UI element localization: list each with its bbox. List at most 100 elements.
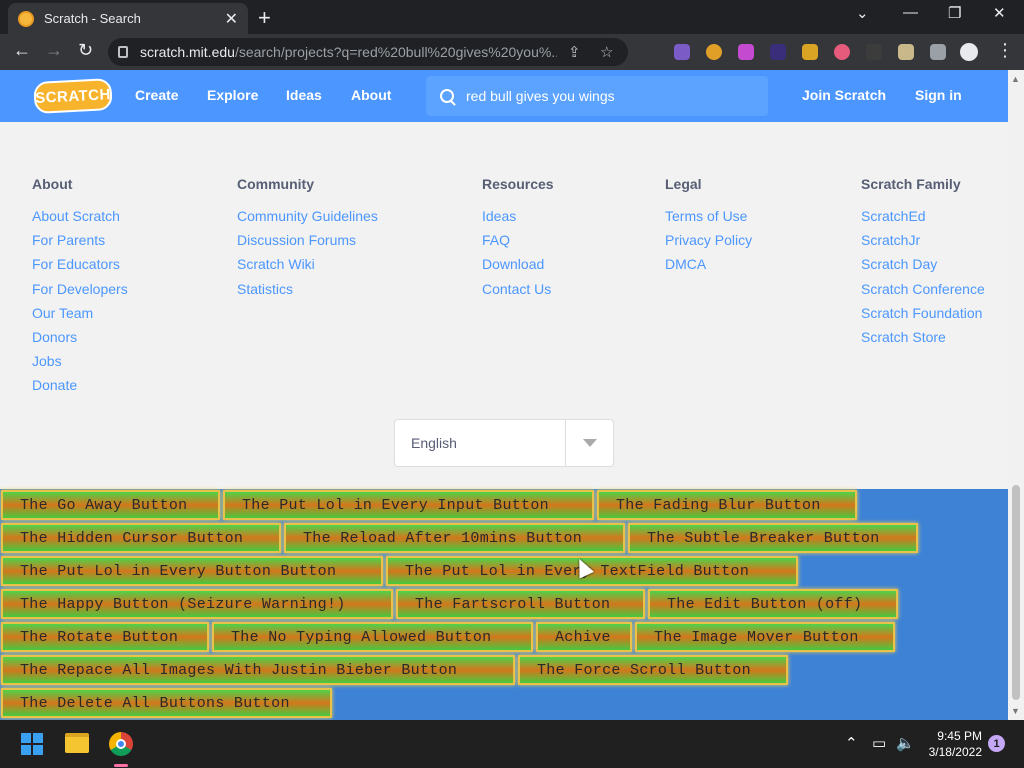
- puzzle-extensions-icon[interactable]: [930, 44, 946, 60]
- browser-tab[interactable]: Scratch - Search ✕: [8, 3, 248, 34]
- footer-link[interactable]: Scratch Store: [861, 328, 946, 345]
- bookmark-star-icon[interactable]: ☆: [600, 44, 614, 61]
- scroll-down-icon[interactable]: ▼: [1011, 706, 1020, 716]
- search-icon: [440, 89, 454, 103]
- prank-button-go-away[interactable]: The Go Away Button: [1, 490, 220, 520]
- nav-create[interactable]: Create: [135, 87, 179, 103]
- windows-start-icon[interactable]: [21, 733, 43, 755]
- volume-icon[interactable]: 🔈: [896, 735, 915, 752]
- extension-icon[interactable]: [770, 44, 786, 60]
- footer-link[interactable]: Scratch Wiki: [237, 256, 315, 273]
- prank-button-justin-bieber[interactable]: The Repace All Images With Justin Bieber…: [1, 655, 515, 685]
- footer-link[interactable]: Our Team: [32, 304, 94, 321]
- tab-close-icon[interactable]: ✕: [224, 10, 238, 28]
- footer-link[interactable]: About Scratch: [32, 208, 120, 224]
- close-window-icon[interactable]: ✕: [993, 5, 1006, 22]
- prank-button-lol-button[interactable]: The Put Lol in Every Button Button: [1, 556, 383, 586]
- forward-icon[interactable]: →: [45, 40, 63, 60]
- footer-link[interactable]: ScratchJr: [861, 232, 921, 249]
- extension-icon[interactable]: [674, 44, 690, 60]
- sign-in-link[interactable]: Sign in: [915, 87, 962, 103]
- extension-icon[interactable]: [738, 44, 754, 60]
- footer-link[interactable]: Privacy Policy: [665, 232, 753, 249]
- scratch-logo[interactable]: SCRATCH: [33, 77, 113, 115]
- scroll-thumb[interactable]: [1012, 485, 1020, 700]
- back-icon[interactable]: ←: [13, 40, 31, 60]
- prank-button-subtle-breaker[interactable]: The Subtle Breaker Button: [628, 523, 918, 553]
- footer-link[interactable]: For Educators: [32, 256, 120, 273]
- profile-avatar-icon[interactable]: [960, 43, 978, 61]
- footer-column-community: Community Community Guidelines Discussio…: [237, 176, 378, 305]
- footer-link[interactable]: DMCA: [665, 256, 707, 273]
- nav-ideas[interactable]: Ideas: [286, 87, 322, 103]
- scratch-favicon-icon: [18, 10, 34, 27]
- prank-button-hidden-cursor[interactable]: The Hidden Cursor Button: [1, 523, 281, 553]
- footer-link[interactable]: For Parents: [32, 232, 106, 249]
- extension-icon[interactable]: [898, 44, 914, 60]
- notification-badge[interactable]: 1: [988, 735, 1005, 752]
- browser-tabbar: Scratch - Search ✕ + ⌄ — ❐ ✕: [0, 0, 1024, 34]
- new-tab-button[interactable]: +: [258, 5, 271, 30]
- footer-link[interactable]: Contact Us: [482, 280, 552, 297]
- address-bar[interactable]: scratch.mit.edu /search/projects?q=red%2…: [108, 38, 628, 66]
- chrome-icon[interactable]: [109, 732, 133, 756]
- footer-link[interactable]: Ideas: [482, 208, 517, 224]
- prank-button-no-typing[interactable]: The No Typing Allowed Button: [212, 622, 533, 652]
- prank-button-force-scroll[interactable]: The Force Scroll Button: [518, 655, 788, 685]
- language-select[interactable]: English: [394, 419, 614, 467]
- footer-heading: Community: [237, 176, 314, 192]
- footer-link[interactable]: Scratch Day: [861, 256, 938, 273]
- prank-button-delete-all[interactable]: The Delete All Buttons Button: [1, 688, 332, 718]
- footer-column-about: About About Scratch For Parents For Educ…: [32, 176, 128, 402]
- system-clock[interactable]: 9:45 PM 3/18/2022: [920, 728, 982, 760]
- language-value: English: [411, 435, 457, 451]
- footer-heading: Scratch Family: [861, 176, 961, 192]
- footer-link[interactable]: Scratch Conference: [861, 280, 985, 297]
- footer-column-resources: Resources Ideas FAQ Download Contact Us: [482, 176, 554, 305]
- footer-link[interactable]: Donate: [32, 377, 78, 394]
- page-viewport: SCRATCH Create Explore Ideas About red b…: [0, 70, 1008, 720]
- footer-link[interactable]: Scratch Foundation: [861, 304, 983, 321]
- minimize-icon[interactable]: —: [903, 4, 918, 21]
- prank-button-lol-input[interactable]: The Put Lol in Every Input Button: [223, 490, 594, 520]
- prank-button-rotate[interactable]: The Rotate Button: [1, 622, 209, 652]
- footer-link[interactable]: FAQ: [482, 232, 511, 249]
- footer-link[interactable]: Community Guidelines: [237, 208, 378, 224]
- footer-link[interactable]: Discussion Forums: [237, 232, 357, 249]
- footer-link[interactable]: Donors: [32, 328, 78, 345]
- join-scratch-link[interactable]: Join Scratch: [802, 87, 887, 103]
- prank-button-lol-textfield[interactable]: The Put Lol in Every TextField Button: [386, 556, 798, 586]
- chevron-up-icon[interactable]: ⌃: [845, 735, 858, 752]
- prank-button-reload[interactable]: The Reload After 10mins Button: [284, 523, 625, 553]
- page-scrollbar[interactable]: ▲ ▼: [1008, 70, 1024, 720]
- prank-button-edit[interactable]: The Edit Button (off): [648, 589, 898, 619]
- prank-button-happy[interactable]: The Happy Button (Seizure Warning!): [1, 589, 393, 619]
- reload-icon[interactable]: ↻: [78, 40, 94, 60]
- tab-search-icon[interactable]: ⌄: [856, 5, 869, 22]
- nav-explore[interactable]: Explore: [207, 87, 259, 103]
- footer-heading: Legal: [665, 176, 702, 192]
- extension-icon[interactable]: [706, 44, 722, 60]
- file-explorer-icon[interactable]: [65, 733, 89, 753]
- prank-button-fartscroll[interactable]: The Fartscroll Button: [396, 589, 645, 619]
- prank-button-achive[interactable]: Achive: [536, 622, 632, 652]
- extension-icon[interactable]: [834, 44, 850, 60]
- footer-link[interactable]: ScratchEd: [861, 208, 926, 224]
- footer-link[interactable]: Statistics: [237, 280, 294, 297]
- prank-button-image-mover[interactable]: The Image Mover Button: [635, 622, 895, 652]
- footer-link[interactable]: Jobs: [32, 353, 62, 370]
- scroll-up-icon[interactable]: ▲: [1011, 74, 1020, 84]
- menu-kebab-icon[interactable]: ⋮: [996, 40, 1014, 60]
- search-input[interactable]: red bull gives you wings: [426, 76, 768, 116]
- footer-link[interactable]: Download: [482, 256, 545, 273]
- footer-link[interactable]: For Developers: [32, 280, 128, 297]
- network-icon[interactable]: ▭: [872, 735, 887, 752]
- share-icon[interactable]: ⇪: [568, 44, 581, 61]
- nav-about[interactable]: About: [351, 87, 392, 103]
- restore-icon[interactable]: ❐: [948, 5, 962, 22]
- prank-button-fading-blur[interactable]: The Fading Blur Button: [597, 490, 857, 520]
- extension-icon[interactable]: [802, 44, 818, 60]
- extension-icon[interactable]: [866, 44, 882, 60]
- url-host: scratch.mit.edu: [140, 44, 235, 60]
- footer-link[interactable]: Terms of Use: [665, 208, 748, 224]
